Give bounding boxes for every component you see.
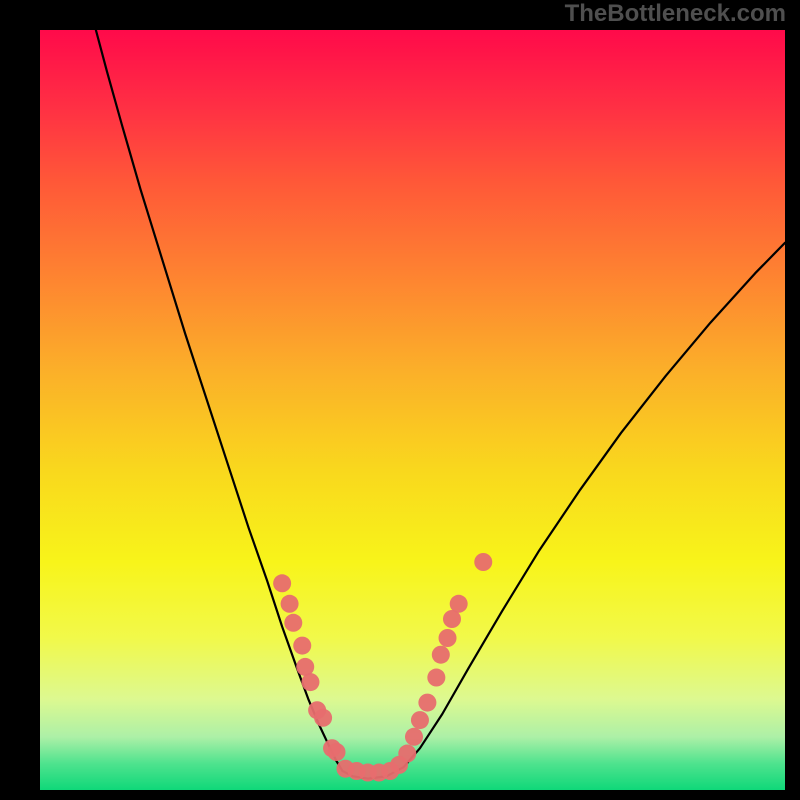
- marker-point: [398, 745, 416, 763]
- marker-point: [450, 595, 468, 613]
- marker-point: [405, 728, 423, 746]
- marker-point: [273, 574, 291, 592]
- marker-point: [301, 673, 319, 691]
- marker-point: [314, 709, 332, 727]
- marker-point: [328, 743, 346, 761]
- chart-frame: TheBottleneck.com: [0, 0, 800, 800]
- marker-point: [439, 629, 457, 647]
- plot-area: [40, 30, 785, 790]
- gradient-background: [40, 30, 785, 790]
- marker-point: [281, 595, 299, 613]
- marker-point: [411, 711, 429, 729]
- marker-point: [432, 646, 450, 664]
- marker-point: [293, 637, 311, 655]
- marker-point: [427, 669, 445, 687]
- marker-point: [418, 694, 436, 712]
- watermark-text: TheBottleneck.com: [565, 0, 786, 28]
- marker-point: [474, 553, 492, 571]
- marker-point: [284, 614, 302, 632]
